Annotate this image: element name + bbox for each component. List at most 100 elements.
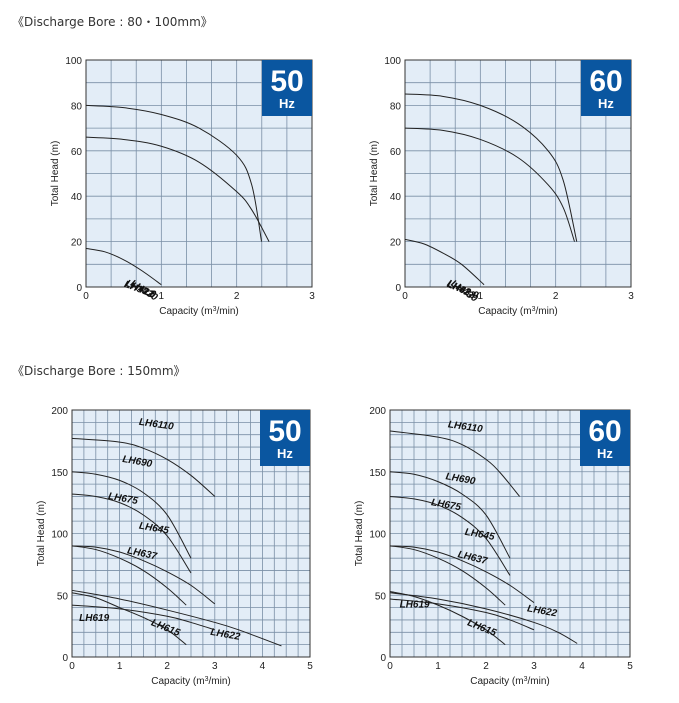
x-tick-label: 3 (212, 661, 218, 672)
x-tick-label: 0 (402, 291, 408, 302)
curve-label-lh619: LH619 (79, 613, 109, 624)
section-title-150: 《Discharge Bore : 150mm》 (12, 364, 186, 378)
x-tick-label: 1 (478, 291, 484, 302)
frequency-badge (262, 60, 312, 116)
curve-label-lh6110: LH6110 (138, 417, 174, 433)
curve-lh690 (71, 471, 192, 559)
x-tick-label: 4 (260, 661, 266, 672)
y-tick-label: 50 (57, 591, 69, 602)
y-tick-label: 0 (76, 283, 82, 294)
chart-0: 0 1 2 3 0 20 40 60 80 100 Capacity (m3/min) Total H… (50, 56, 315, 317)
curve-label-lh690: LH690 (445, 471, 477, 487)
y-tick-label: 100 (384, 56, 401, 67)
frequency-unit: Hz (277, 446, 293, 461)
curve-label-lh622: LH622 (210, 627, 242, 643)
plot-border (389, 409, 631, 658)
curve-lh637 (389, 545, 506, 606)
x-tick-label: 1 (435, 661, 441, 672)
curve-lh6110 (71, 437, 216, 497)
section-title-80-100: 《Discharge Bore : 80・100mm》 (12, 15, 213, 29)
curve-label-lh690: LH690 (121, 454, 153, 470)
y-axis-label: Total Head (m) (50, 141, 61, 207)
plot-border (404, 59, 632, 288)
y-tick-label: 20 (71, 238, 83, 249)
curve-label-lh675: LH675 (430, 497, 462, 513)
frequency-value: 60 (588, 415, 621, 448)
frequency-unit: Hz (597, 446, 613, 461)
x-tick-label: 5 (627, 661, 633, 672)
plot-border (85, 59, 313, 288)
y-axis-label: Total Head (m) (354, 501, 365, 567)
frequency-badge (581, 60, 631, 116)
y-tick-label: 50 (375, 591, 387, 602)
curve-lh645 (71, 545, 216, 605)
x-tick-label: 0 (69, 661, 75, 672)
curve-lh33-0 (404, 238, 485, 286)
y-tick-label: 40 (71, 192, 83, 203)
x-axis-label: Capacity (m3/min) (159, 306, 239, 318)
x-axis-label: Capacity (m3/min) (478, 306, 558, 318)
x-tick-label: 3 (531, 661, 537, 672)
curve-lh430 (404, 93, 578, 242)
y-tick-label: 40 (390, 192, 402, 203)
x-tick-label: 3 (628, 291, 634, 302)
y-tick-label: 80 (71, 101, 83, 112)
curve-lh422 (85, 136, 270, 242)
curve-label-lh645: LH645 (464, 527, 496, 543)
curve-lh6110 (389, 430, 520, 497)
y-tick-label: 0 (395, 283, 401, 294)
y-tick-label: 60 (390, 147, 402, 158)
x-tick-label: 2 (553, 291, 559, 302)
curve-lh615 (389, 591, 506, 646)
curve-label-lh619: LH619 (400, 600, 430, 611)
frequency-badge (260, 410, 310, 466)
curve-label-lh675: LH675 (107, 491, 139, 507)
curve-lh675 (71, 493, 192, 574)
frequency-badge (580, 410, 630, 466)
y-tick-label: 60 (71, 147, 83, 158)
chart-1: 0 1 2 3 0 20 40 60 80 100 Capacity (m3/min) Total H… (369, 56, 634, 317)
y-axis-label: Total Head (m) (369, 141, 380, 207)
frequency-unit: Hz (598, 96, 614, 111)
curve-lh430 (85, 104, 263, 242)
curve-lh615 (71, 592, 187, 646)
curve-lh619 (71, 604, 215, 631)
x-tick-label: 4 (579, 661, 585, 672)
chart-2: 0 1 2 3 4 50 50 100 150 200 Capacity (m3/min) Total… (36, 406, 313, 687)
curve-lh33-0 (85, 247, 162, 286)
curve-label-lh645: LH645 (138, 521, 170, 537)
curve-label-lh6110: LH6110 (447, 419, 483, 435)
frequency-value: 50 (270, 65, 303, 98)
y-tick-label: 200 (51, 406, 68, 417)
x-tick-label: 3 (309, 291, 315, 302)
y-tick-label: 0 (380, 653, 386, 664)
y-tick-label: 150 (51, 468, 68, 479)
y-tick-label: 100 (65, 56, 82, 67)
curve-lh645 (389, 545, 535, 604)
x-axis-label: Capacity (m3/min) (151, 676, 231, 688)
curve-lh690 (389, 471, 511, 559)
x-tick-label: 1 (159, 291, 165, 302)
y-tick-label: 200 (369, 406, 386, 417)
y-tick-label: 150 (369, 468, 386, 479)
y-axis-label: Total Head (m) (36, 501, 47, 567)
curve-label-lh622: LH622 (526, 603, 558, 619)
x-axis-label: Capacity (m3/min) (470, 676, 550, 688)
y-tick-label: 100 (51, 530, 68, 541)
y-tick-label: 20 (390, 238, 402, 249)
frequency-unit: Hz (279, 96, 295, 111)
y-tick-label: 80 (390, 101, 402, 112)
x-tick-label: 0 (83, 291, 89, 302)
curve-lh422 (404, 127, 575, 242)
x-tick-label: 2 (483, 661, 489, 672)
plot-border (71, 409, 311, 658)
x-tick-label: 5 (307, 661, 313, 672)
frequency-value: 50 (268, 415, 301, 448)
curve-lh619 (389, 598, 535, 631)
x-tick-label: 2 (164, 661, 170, 672)
x-tick-label: 0 (387, 661, 393, 672)
x-tick-label: 1 (117, 661, 123, 672)
curve-lh637 (71, 545, 187, 606)
